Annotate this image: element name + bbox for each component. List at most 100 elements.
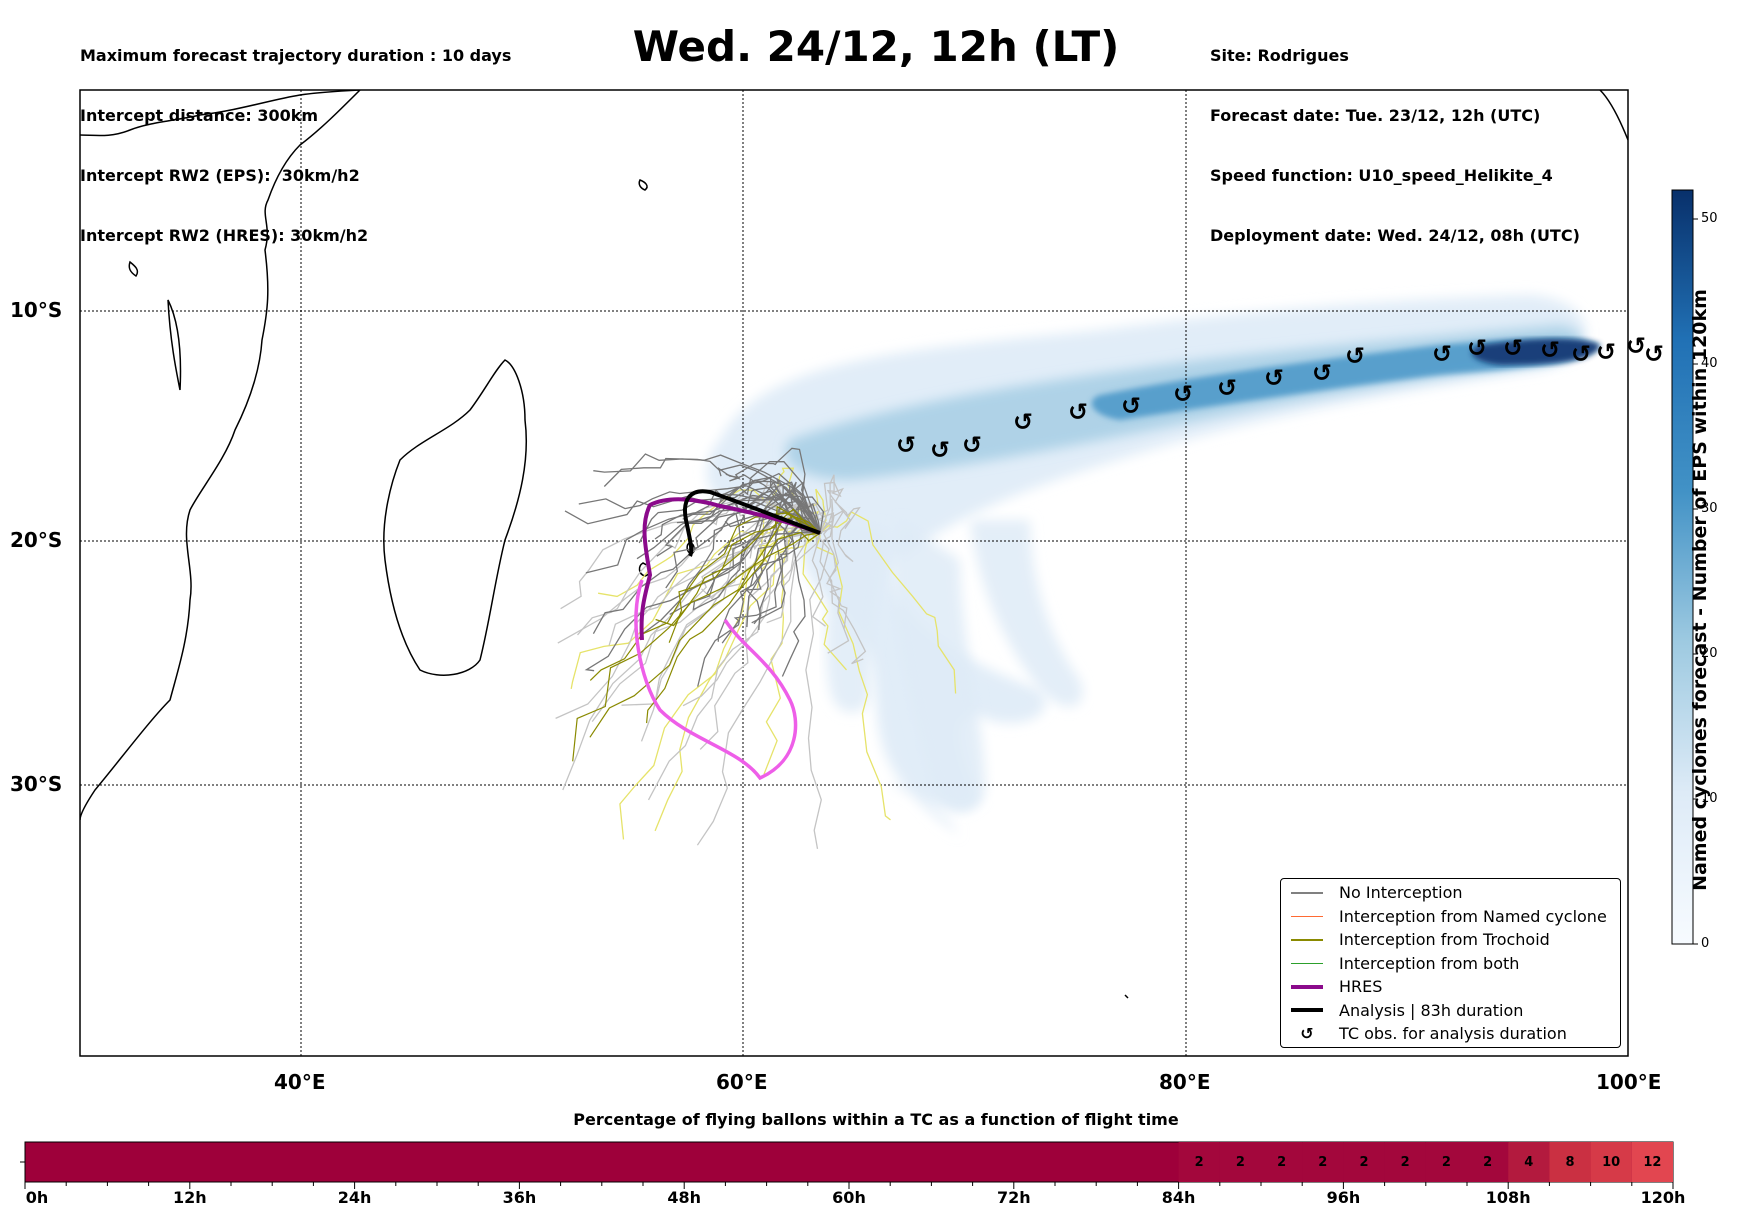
ensemble-trajectory	[578, 485, 821, 534]
bottom-bar-cell	[1384, 1142, 1426, 1182]
bottom-bar-cell-value: 4	[1524, 1154, 1534, 1170]
bottom-bar-cell-value: 10	[1602, 1154, 1621, 1170]
legend-label: Interception from both	[1339, 953, 1520, 973]
lat-tick-30: 30°S	[10, 772, 63, 796]
bottom-bar-cell	[1219, 1142, 1261, 1182]
legend-swatch	[1289, 909, 1325, 923]
legend-swatch	[1289, 980, 1325, 994]
ensemble-trajectory	[647, 530, 821, 801]
bottom-bar-cell-value: 12	[1643, 1154, 1662, 1170]
legend-item-analysis: Analysis | 83h duration	[1289, 999, 1612, 1023]
deployment-date-text: Deployment date: Wed. 24/12, 08h (UTC)	[1210, 226, 1580, 245]
bottom-bar-cell	[1261, 1142, 1303, 1182]
bottom-bar-tick-label: 24h	[337, 1188, 372, 1207]
bottom-bar-tick-label: 96h	[1326, 1188, 1361, 1207]
bottom-bar-tick-label: 36h	[502, 1188, 537, 1207]
bottom-bar-cell-value: 2	[1359, 1154, 1369, 1170]
madagascar	[383, 359, 528, 676]
ensemble-trajectory	[555, 531, 821, 719]
bottom-bar-cell-value: 2	[1235, 1154, 1245, 1170]
max-duration-text: Maximum forecast trajectory duration : 1…	[80, 46, 512, 65]
legend-item-trochoid: Interception from Trochoid	[1289, 928, 1612, 952]
bottom-bar-cells	[1178, 1142, 1673, 1182]
density-arm-2	[970, 520, 1083, 707]
colorbar-tick-label: 50	[1701, 211, 1718, 226]
bottom-bar-tick-label: 48h	[667, 1188, 702, 1207]
tc-symbol-icon: ↺	[1571, 340, 1591, 368]
bottom-bar-tick-label: 0h	[25, 1188, 49, 1207]
bottom-bar-cell	[1631, 1142, 1673, 1182]
header-left: Maximum forecast trajectory duration : 1…	[80, 6, 511, 266]
tc-symbol-icon: ↺	[1312, 359, 1332, 387]
lat-tick-10: 10°S	[10, 298, 63, 322]
colorbar-tick-label: 40	[1701, 356, 1718, 371]
bottom-bar-cell-value: 2	[1318, 1154, 1328, 1170]
trajectories-no-interception	[564, 447, 825, 687]
tc-symbol-icon: ↺	[1173, 380, 1193, 408]
ensemble-trajectory	[819, 509, 867, 665]
legend-label: Analysis | 83h duration	[1339, 1000, 1524, 1020]
tc-symbol-icon: ↺	[1467, 334, 1487, 362]
colorbar-tick-label: 20	[1701, 646, 1718, 661]
bottom-bar-tick-label: 84h	[1161, 1188, 1196, 1207]
map-frame	[79, 89, 1629, 1057]
ensemble-trajectory	[725, 447, 821, 534]
ensemble-trajectory	[682, 461, 821, 534]
ensemble-trajectory	[717, 467, 821, 534]
ensemble-trajectory	[746, 496, 825, 628]
forecast-date-text: Forecast date: Tue. 23/12, 12h (UTC)	[1210, 106, 1541, 125]
bottom-bar-cell-value: 2	[1441, 1154, 1451, 1170]
ensemble-trajectory	[570, 524, 821, 690]
bottom-bar-cell	[1425, 1142, 1467, 1182]
africa-lake-1	[167, 299, 182, 391]
eps-density-field	[706, 295, 1600, 840]
ensemble-trajectory	[636, 485, 821, 560]
hres-late-track	[634, 579, 798, 781]
tc-symbol-icon: ↺	[1264, 364, 1284, 392]
tc-symbol-icon: ↺	[1644, 340, 1664, 368]
bottom-bar-tick-label: 72h	[996, 1188, 1031, 1207]
ensemble-trajectory	[817, 512, 848, 630]
legend-swatch	[1289, 933, 1325, 947]
bottom-bar-cell-value: 2	[1194, 1154, 1204, 1170]
lon-tick-80: 80°E	[1159, 1070, 1211, 1094]
legend-label: Interception from Named cyclone	[1339, 906, 1607, 926]
bottom-bar-tick-label: 120h	[1640, 1188, 1686, 1207]
gridlines	[80, 90, 1628, 1056]
tc-symbol-icon: ↺	[962, 431, 982, 459]
ensemble-trajectory	[562, 525, 821, 791]
tc-observations: ↺ ↺ ↺↺ ↺ ↺ ↺ ↺ ↺ ↺↺ ↺ ↺ ↺ ↺ ↺ ↺ ↺↺	[896, 332, 1664, 464]
lon-tick-40: 40°E	[274, 1070, 326, 1094]
tc-symbol-icon: ↺	[1345, 342, 1365, 370]
bottom-bar-cell	[1467, 1142, 1509, 1182]
legend-label: TC obs. for analysis duration	[1339, 1024, 1567, 1044]
ensemble-trajectory	[819, 511, 957, 694]
bottom-bar-cell-value: 2	[1400, 1154, 1410, 1170]
legend-swatch	[1289, 956, 1325, 970]
ensemble-trajectory	[812, 481, 861, 534]
tc-symbol-icon: ↺	[896, 431, 916, 459]
ensemble-trajectory	[585, 493, 821, 574]
seychelles-island	[638, 179, 648, 191]
density-core	[1091, 338, 1600, 420]
ensemble-trajectory	[696, 530, 822, 846]
ensemble-trajectory	[766, 502, 824, 624]
bottom-bar-cell	[1549, 1142, 1591, 1182]
ensemble-trajectory	[603, 457, 821, 534]
density-peak	[1471, 338, 1600, 365]
legend-label: No Interception	[1339, 883, 1463, 903]
bottom-bar-cell-value: 8	[1565, 1154, 1575, 1170]
tc-symbol-icon: ↺	[1540, 336, 1560, 364]
tc-symbol-icon: ↺	[1432, 340, 1452, 368]
bottom-bar-tick-label: 12h	[172, 1188, 207, 1207]
density-arm-1	[893, 520, 985, 812]
colorbar-tick-label: 10	[1701, 791, 1718, 806]
bottom-bar-cell	[1343, 1142, 1385, 1182]
ensemble-trajectory	[763, 525, 821, 775]
lat-tick-20: 20°S	[10, 528, 63, 552]
sumatra-coast	[1599, 90, 1628, 141]
legend-swatch	[1289, 886, 1325, 900]
page-title: Wed. 24/12, 12h (LT)	[632, 22, 1120, 71]
tc-symbol-icon: ↺	[1068, 398, 1088, 426]
